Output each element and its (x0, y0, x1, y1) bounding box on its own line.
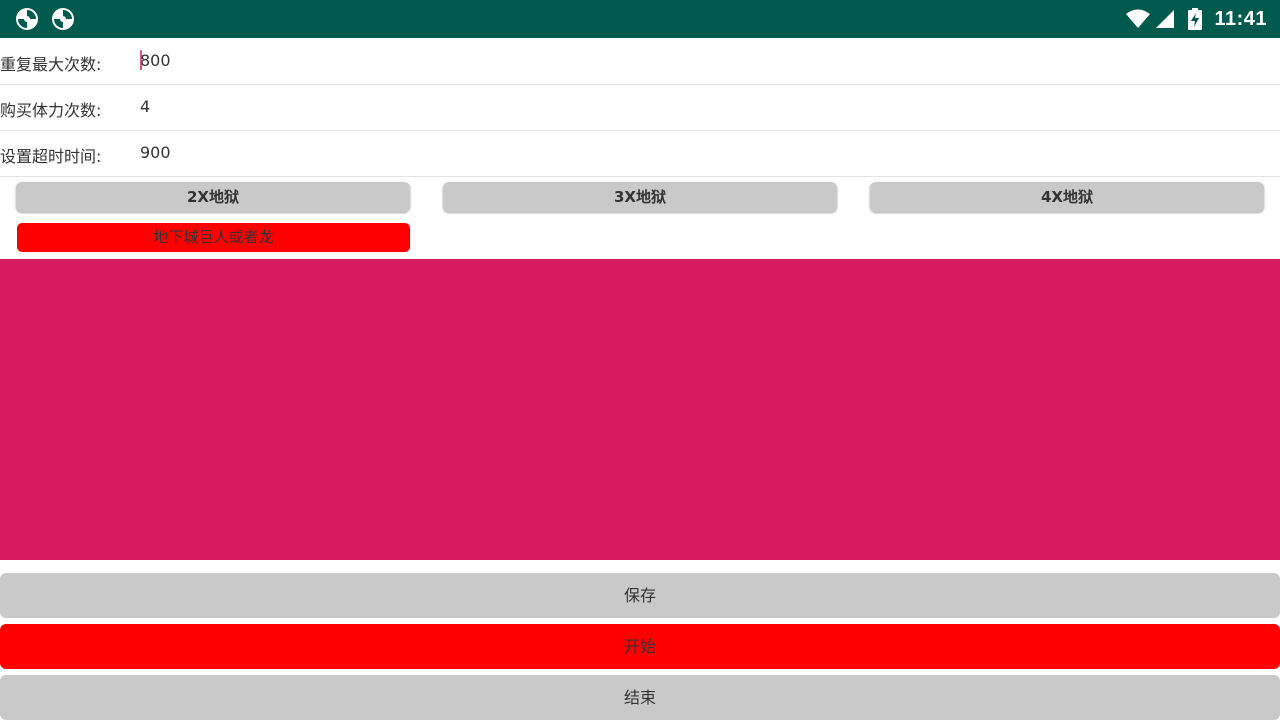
notification-app-icon (52, 8, 74, 30)
setting-row-timeout: 设置超时时间: 900 (0, 130, 1280, 177)
max-repeat-input[interactable]: 800 (140, 51, 171, 70)
battery-charging-icon (1188, 8, 1202, 30)
status-clock: 11:41 (1214, 8, 1267, 30)
setting-row-max-repeat: 重复最大次数: 800 (0, 38, 1280, 85)
stop-button[interactable]: 结束 (0, 675, 1280, 720)
mode-4x-hell-button[interactable]: 4X地狱 (870, 182, 1264, 212)
dungeon-giant-or-dragon-button[interactable]: 地下城巨人或者龙 (17, 223, 410, 252)
timeout-input[interactable]: 900 (140, 143, 171, 162)
cell-signal-icon (1156, 10, 1174, 28)
save-button[interactable]: 保存 (0, 573, 1280, 618)
log-panel (0, 259, 1280, 560)
status-bar: 11:41 (0, 0, 1280, 38)
max-repeat-label: 重复最大次数: (0, 55, 102, 74)
timeout-label: 设置超时时间: (0, 147, 102, 166)
start-button[interactable]: 开始 (0, 624, 1280, 669)
mode-3x-hell-button[interactable]: 3X地狱 (443, 182, 837, 212)
wifi-icon (1126, 9, 1150, 28)
buy-stamina-label: 购买体力次数: (0, 101, 102, 120)
buy-stamina-input[interactable]: 4 (140, 97, 151, 116)
text-cursor (140, 50, 142, 70)
notification-app-icon (16, 8, 38, 30)
setting-row-buy-stamina: 购买体力次数: 4 (0, 84, 1280, 131)
mode-2x-hell-button[interactable]: 2X地狱 (16, 182, 410, 212)
